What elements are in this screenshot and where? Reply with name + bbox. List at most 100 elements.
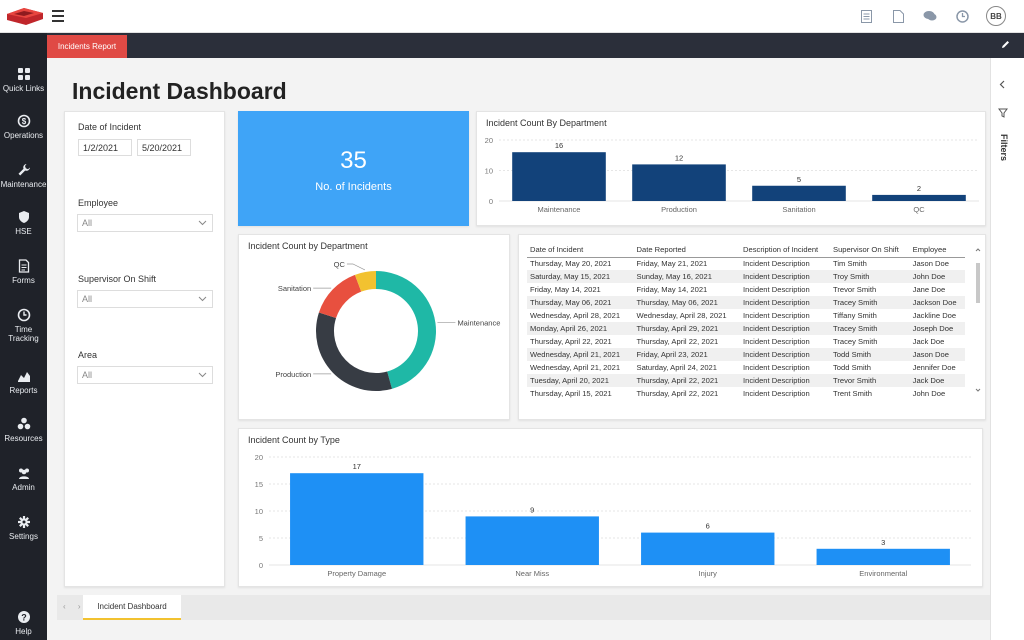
sidebar-item-settings[interactable]: Settings <box>0 515 47 541</box>
table-scrollbar[interactable] <box>975 247 981 397</box>
file-icon[interactable] <box>890 8 906 24</box>
sidebar-item-hse[interactable]: HSE <box>0 210 47 236</box>
sidebar-item-help[interactable]: ? Help <box>0 610 47 636</box>
column-header[interactable]: Date of Incident <box>527 243 634 258</box>
sidebar-item-resources[interactable]: Resources <box>0 417 47 443</box>
table-row[interactable]: Thursday, May 20, 2021 Friday, May 21, 20… <box>527 257 965 270</box>
data-label: 3 <box>881 538 885 547</box>
column-header[interactable]: Description of Incident <box>740 243 830 258</box>
table-cell: Jane Doe <box>912 285 946 294</box>
table-cell: Incident Description <box>743 259 810 269</box>
chart-title: Incident Count by Department <box>248 241 368 251</box>
data-label: 6 <box>706 522 710 531</box>
column-header[interactable]: Employee <box>909 243 965 258</box>
tab-incident-dashboard[interactable]: Incident Dashboard <box>83 595 181 620</box>
shield-icon <box>17 210 31 224</box>
y-tick-label: 10 <box>255 507 263 516</box>
table-row[interactable]: Wednesday, April 28, 2021 Wednesday, Apri… <box>527 309 965 322</box>
scrollbar-thumb[interactable] <box>976 263 980 303</box>
sidebar-item-operations[interactable]: $ Operations <box>0 114 47 140</box>
tab-incidents-report[interactable]: Incidents Report <box>47 35 127 58</box>
table-row[interactable]: Saturday, May 15, 2021 Sunday, May 16, 20… <box>527 270 965 283</box>
chevron-left-icon[interactable] <box>999 80 1005 92</box>
clock-icon <box>17 308 31 322</box>
table-cell: Tuesday, April 20, 2021 <box>527 374 634 387</box>
table-row[interactable]: Wednesday, April 21, 2021 Saturday, April… <box>527 361 965 374</box>
date-to-input[interactable]: 5/20/2021 <box>137 139 191 156</box>
sidebar-item-forms[interactable]: Forms <box>0 259 47 285</box>
page-nav-arrows[interactable]: ‹ › <box>63 602 86 611</box>
sidebar-item-label: Reports <box>9 386 38 395</box>
incident-count-card[interactable]: 35 No. of Incidents <box>238 111 469 226</box>
y-tick-label: 20 <box>485 136 493 145</box>
table-cell: Friday, April 23, 2021 <box>633 348 741 361</box>
pencil-icon[interactable] <box>1001 40 1010 52</box>
table-cell: Thursday, April 15, 2021 <box>530 389 612 398</box>
department-bar-chart[interactable]: Incident Count By Department 0 10 20 16 Main… <box>476 111 986 226</box>
report-tab-bar: Incidents Report <box>47 33 1024 58</box>
table-cell: Todd Smith <box>833 363 871 372</box>
sidebar-item-label: Help <box>15 627 32 636</box>
filters-pane[interactable]: Filters <box>990 58 1024 640</box>
column-header[interactable]: Date Reported <box>633 243 741 258</box>
table-row[interactable]: Thursday, May 06, 2021 Thursday, May 06, … <box>527 296 965 309</box>
sidebar-item-label: Forms <box>12 276 35 285</box>
table-cell: Incident Description <box>743 363 810 372</box>
table-row[interactable]: Thursday, April 22, 2021 Thursday, April … <box>527 335 965 348</box>
y-tick-label: 0 <box>259 561 263 570</box>
table-cell: John Doe <box>912 389 946 398</box>
table-cell: Todd Smith <box>830 348 910 361</box>
table-cell: Incident Description <box>740 270 830 283</box>
table-cell: Thursday, May 20, 2021 <box>530 259 612 269</box>
clock-icon[interactable] <box>954 8 970 24</box>
sidebar-item-label: Settings <box>9 532 38 541</box>
table-row[interactable]: Friday, May 14, 2021 Friday, May 14, 2021… <box>527 283 965 296</box>
type-bar-chart[interactable]: Incident Count by Type 0 5 10 15 20 17 Propert… <box>238 428 983 587</box>
chat-icon[interactable] <box>922 8 938 24</box>
sidebar-item-label: Quick Links <box>2 84 45 93</box>
table-cell: Wednesday, April 28, 2021 <box>530 311 621 320</box>
y-tick-label: 20 <box>255 453 263 462</box>
area-select[interactable]: All <box>77 366 213 384</box>
table-row[interactable]: Tuesday, April 20, 2021 Thursday, April 2… <box>527 374 965 387</box>
cubes-icon <box>17 417 31 431</box>
sidebar-item-reports[interactable]: Reports <box>0 369 47 395</box>
table-cell: Jackline Doe <box>912 311 957 320</box>
company-logo[interactable] <box>4 5 46 27</box>
table-row[interactable]: Thursday, April 15, 2021 Thursday, April … <box>527 387 965 400</box>
grid-icon <box>17 67 31 81</box>
date-from-input[interactable]: 1/2/2021 <box>78 139 132 156</box>
table-cell: Friday, May 21, 2021 <box>636 259 708 269</box>
employee-select[interactable]: All <box>77 214 213 232</box>
area-select-value: All <box>82 370 93 380</box>
table-cell: Saturday, April 24, 2021 <box>636 363 718 372</box>
bar <box>512 152 606 201</box>
sidebar-item-admin[interactable]: Admin <box>0 466 47 492</box>
table-cell: Saturday, May 15, 2021 <box>527 270 634 283</box>
table-cell: Jason Doe <box>912 259 949 269</box>
menu-icon[interactable] <box>52 10 64 22</box>
svg-text:?: ? <box>21 612 27 622</box>
x-tick-label: Property Damage <box>327 569 386 578</box>
incident-table[interactable]: Date of Incident Date Reported Description… <box>518 234 986 420</box>
supervisor-select[interactable]: All <box>77 290 213 308</box>
table-row[interactable]: Wednesday, April 21, 2021 Friday, April 2… <box>527 348 965 361</box>
document-icon[interactable] <box>858 8 874 24</box>
x-tick-label: Injury <box>699 569 718 578</box>
type-bar-chart-plot: 0 5 10 15 20 17 Property Damage 9 Near Miss 6 Inju… <box>255 453 971 578</box>
sidebar-item-label: Operations <box>3 131 44 140</box>
avatar[interactable]: BB <box>986 6 1006 26</box>
sidebar-item-time-tracking[interactable]: Time Tracking <box>0 308 47 343</box>
chevron-down-icon[interactable] <box>975 387 981 393</box>
wrench-icon <box>17 163 31 177</box>
bar <box>641 532 775 565</box>
column-header[interactable]: Supervisor On Shift <box>830 243 910 258</box>
chevron-up-icon[interactable] <box>975 247 981 253</box>
sidebar-item-maintenance[interactable]: Maintenance <box>0 163 47 189</box>
table-row[interactable]: Monday, April 26, 2021 Thursday, April 29… <box>527 322 965 335</box>
table-cell: Incident Description <box>743 389 810 398</box>
department-donut-chart[interactable]: Incident Count by Department Maintenance… <box>238 234 510 420</box>
table-cell: Thursday, April 22, 2021 <box>636 389 719 398</box>
top-bar: BB <box>0 0 1024 33</box>
sidebar-item-quick-links[interactable]: Quick Links <box>0 67 47 93</box>
